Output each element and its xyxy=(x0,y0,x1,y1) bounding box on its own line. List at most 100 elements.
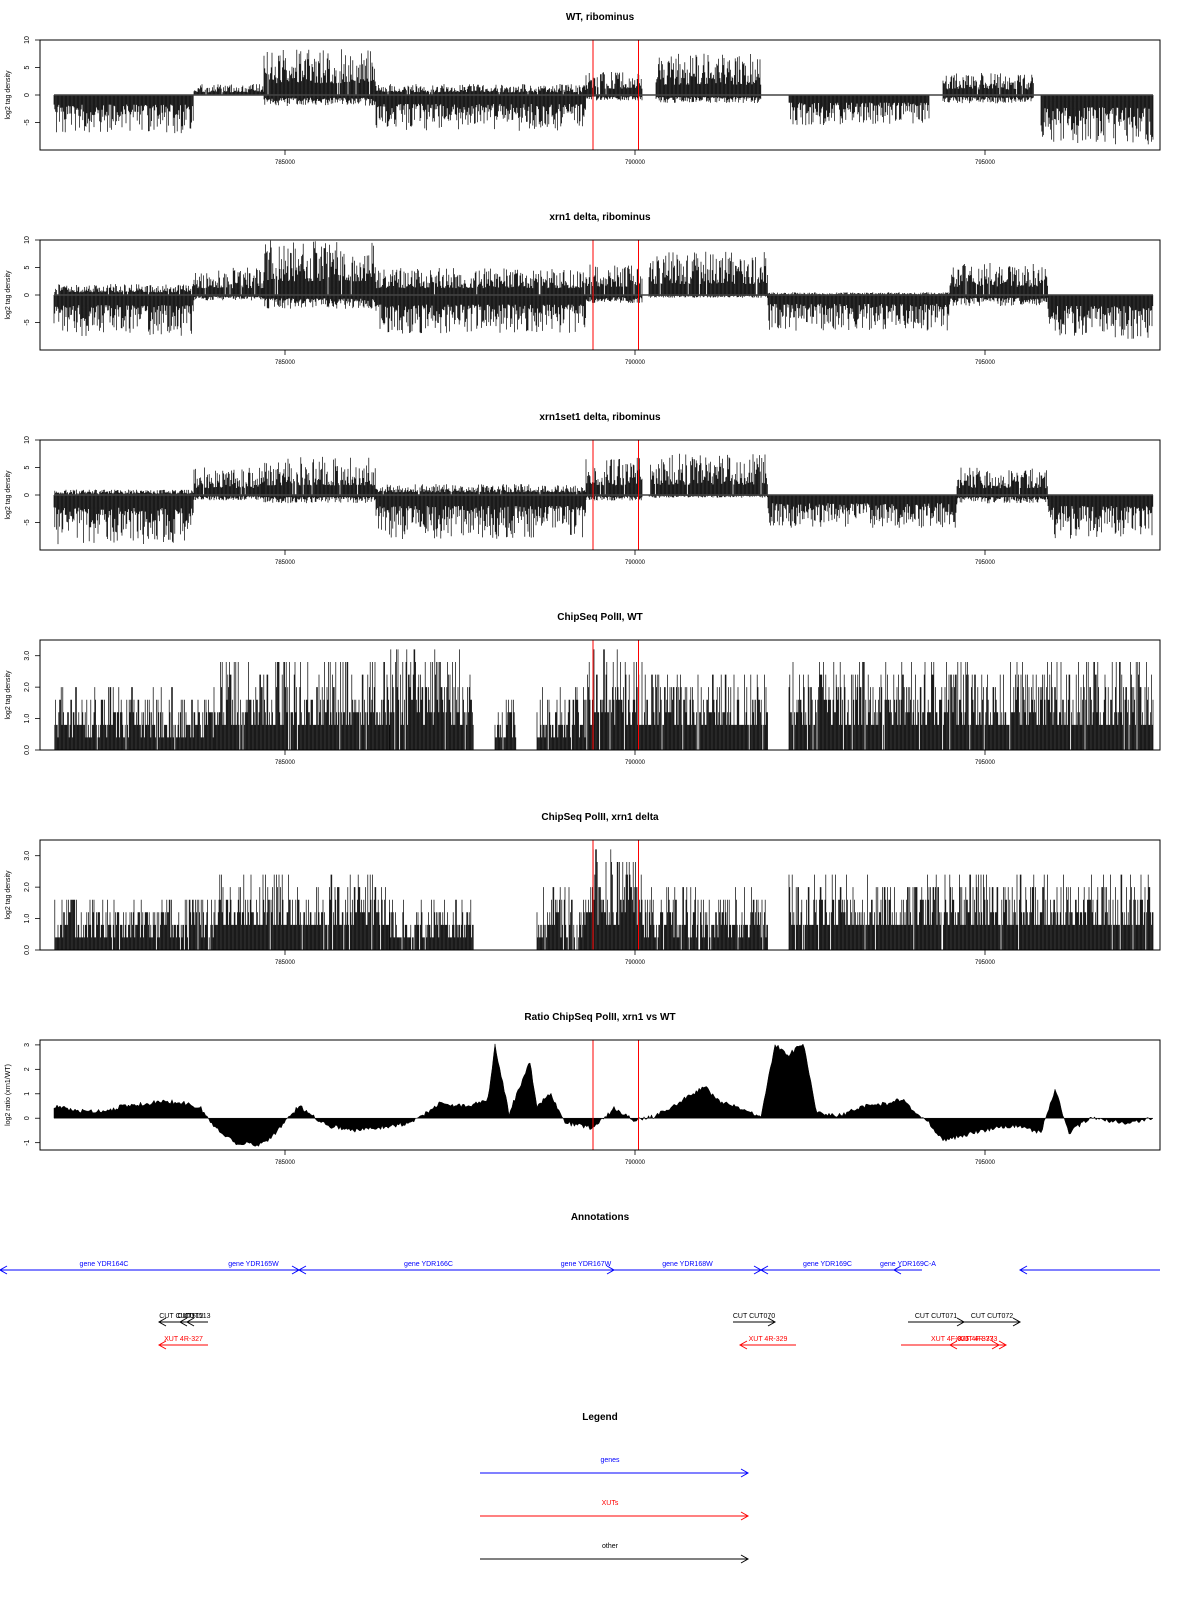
panel-6: Ratio ChipSeq PolII, xrn1 vs WT log2 rati… xyxy=(5,1012,1161,1166)
x-tick-label: 790000 xyxy=(625,760,646,766)
legend-item-arrowhead xyxy=(740,1554,750,1564)
legend-item-arrowhead xyxy=(740,1511,750,1521)
feature-arrowhead xyxy=(178,1317,188,1327)
chart-title: WT, ribominus xyxy=(566,12,635,23)
feature-arrowhead xyxy=(738,1340,748,1350)
annotations-panel: Annotations gene YDR164C gene YDR165W gene … xyxy=(0,1212,1160,1350)
y-tick-label: 1.0 xyxy=(24,914,31,924)
feature-label: gene YDR169C-A xyxy=(880,1261,936,1268)
x-tick-label: 795000 xyxy=(975,360,996,366)
y-tick-label: 0 xyxy=(24,293,31,297)
feature-arrowhead xyxy=(767,1317,777,1327)
panel-5: ChipSeq PolII, xrn1 delta log2 tag densit… xyxy=(5,812,1161,966)
x-tick-label: 790000 xyxy=(625,960,646,966)
y-axis-label: log2 tag density xyxy=(5,670,12,720)
panel-3: xrn1set1 delta, ribominus log2 tag densit… xyxy=(5,412,1161,566)
x-tick-label: 785000 xyxy=(275,160,296,166)
legend-item-label: other xyxy=(602,1543,619,1550)
data-bars xyxy=(54,849,1154,950)
feature-label: CUT CUT070 xyxy=(733,1313,775,1320)
legend: Legend genes XUTs other xyxy=(480,1412,750,1564)
feature-label: CUT CUT071 xyxy=(915,1313,957,1320)
feature-arrowhead xyxy=(759,1265,769,1275)
feature-label: CUT512 xyxy=(177,1313,203,1320)
feature-label: XUT 4R-329 xyxy=(749,1336,788,1343)
feature-label: gene YDR165W xyxy=(228,1261,279,1268)
plot-frame xyxy=(39,239,1161,351)
x-tick-label: 795000 xyxy=(975,560,996,566)
feature-arrowhead xyxy=(892,1265,902,1275)
feature-label: gene YDR166C xyxy=(404,1261,453,1268)
plot-frame xyxy=(39,439,1161,551)
x-tick-label: 795000 xyxy=(975,960,996,966)
plot-frame xyxy=(39,639,1161,751)
x-tick-label: 785000 xyxy=(275,560,296,566)
panel-2: xrn1 delta, ribominus log2 tag density -5 0… xyxy=(5,212,1161,366)
y-tick-label: 3 xyxy=(24,1043,31,1047)
x-tick-label: 785000 xyxy=(275,760,296,766)
feature-label: XUT 4F-377 xyxy=(956,1336,994,1343)
chart-title: ChipSeq PolII, WT xyxy=(557,612,643,623)
y-tick-label: 2 xyxy=(24,1067,31,1071)
feature-label: gene YDR169C xyxy=(803,1261,852,1268)
legend-item-label: genes xyxy=(600,1457,620,1464)
y-tick-label: 2.0 xyxy=(24,682,31,692)
y-tick-label: 0 xyxy=(24,1116,31,1120)
x-tick-label: 785000 xyxy=(275,960,296,966)
y-tick-label: -5 xyxy=(24,519,31,525)
chart-title: ChipSeq PolII, xrn1 delta xyxy=(541,812,659,823)
feature-arrowhead xyxy=(1012,1317,1022,1327)
y-tick-label: 0.0 xyxy=(24,745,31,755)
x-tick-label: 795000 xyxy=(975,1160,996,1166)
annotations-title: Annotations xyxy=(571,1212,630,1223)
legend-item-arrowhead xyxy=(740,1468,750,1478)
data-bars xyxy=(54,649,1154,750)
ratio-area xyxy=(53,1043,1154,1147)
y-axis-label: log2 tag density xyxy=(5,870,12,920)
plot-frame xyxy=(39,39,1161,151)
y-tick-label: 10 xyxy=(24,236,31,244)
feature-arrowhead xyxy=(297,1265,307,1275)
plot-frame xyxy=(39,839,1161,951)
feature-label: CUT513 xyxy=(184,1313,210,1320)
y-tick-label: -5 xyxy=(24,319,31,325)
x-tick-label: 790000 xyxy=(625,160,646,166)
feature-arrowhead xyxy=(157,1340,167,1350)
feature-arrowhead xyxy=(0,1265,8,1275)
y-tick-label: 10 xyxy=(24,36,31,44)
y-tick-label: 5 xyxy=(24,265,31,269)
y-tick-label: 0.0 xyxy=(24,945,31,955)
feature-label: gene YDR167W xyxy=(561,1261,612,1268)
feature-label: CUT CUT0 xyxy=(159,1313,194,1320)
feature-label: gene YDR164C xyxy=(80,1261,129,1268)
x-tick-label: 790000 xyxy=(625,360,646,366)
y-tick-label: 0 xyxy=(24,493,31,497)
y-tick-label: -5 xyxy=(24,119,31,125)
y-tick-label: 0 xyxy=(24,93,31,97)
feature-arrowhead xyxy=(185,1317,195,1327)
legend-title: Legend xyxy=(582,1412,618,1423)
y-axis-label: log2 ratio (xrn1/WT) xyxy=(5,1064,12,1126)
x-tick-label: 790000 xyxy=(625,560,646,566)
feature-arrowhead xyxy=(157,1317,167,1327)
feature-label: CUT CUT072 xyxy=(971,1313,1013,1320)
chart-title: xrn1 delta, ribominus xyxy=(549,212,651,223)
y-tick-label: 3.0 xyxy=(24,851,31,861)
y-axis-label: log2 tag density xyxy=(5,70,12,120)
y-tick-label: 5 xyxy=(24,465,31,469)
panel-4: ChipSeq PolII, WT log2 tag density 0.0 1.0 2… xyxy=(5,612,1161,766)
feature-label: gene YDR168W xyxy=(662,1261,713,1268)
legend-item-label: XUTs xyxy=(602,1500,619,1507)
y-axis-label: log2 tag density xyxy=(5,470,12,520)
y-tick-label: 5 xyxy=(24,65,31,69)
plot-frame xyxy=(39,1039,1161,1151)
data-bars xyxy=(53,49,1154,145)
x-tick-label: 785000 xyxy=(275,360,296,366)
panel-1: WT, ribominus log2 tag density -5 0 5 10 78500… xyxy=(5,12,1161,166)
feature-arrowhead xyxy=(1018,1265,1028,1275)
feature-label: XUT 4F-376 xyxy=(931,1336,969,1343)
feature-label: XUT 4R-327 xyxy=(164,1336,203,1343)
feature-arrowhead xyxy=(948,1340,958,1350)
data-bars xyxy=(53,240,1154,339)
